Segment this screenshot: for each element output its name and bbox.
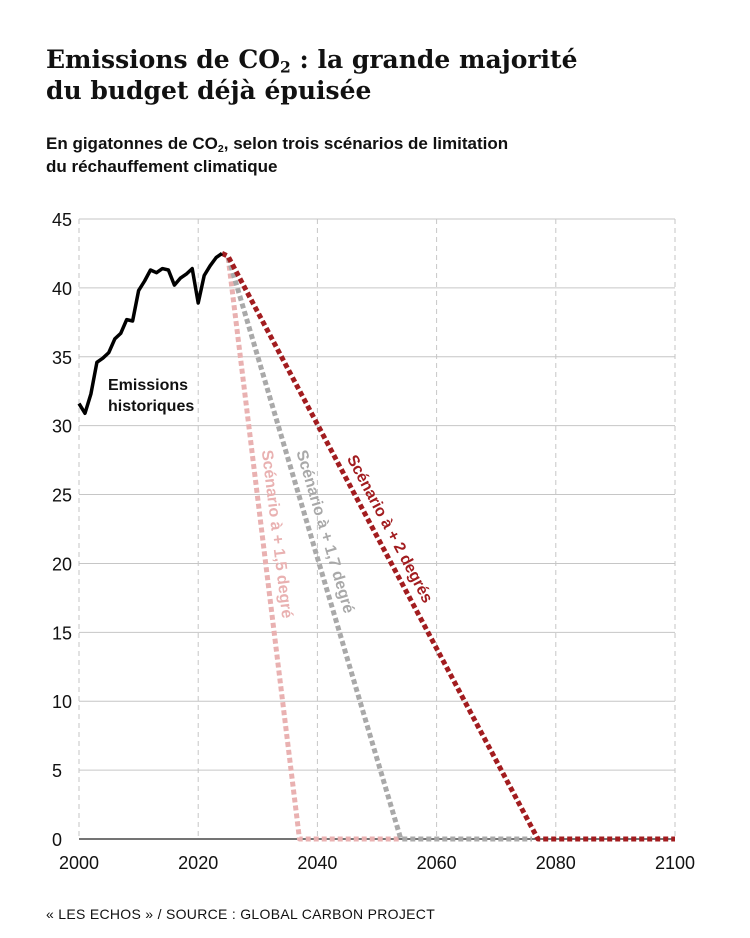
chart-subtitle-line-1: En gigatonnes de CO2, selon trois scénar… bbox=[46, 134, 509, 156]
x-tick-label: 2060 bbox=[417, 853, 457, 873]
y-tick-label: 0 bbox=[52, 830, 62, 850]
x-tick-label: 2020 bbox=[178, 853, 218, 873]
chart-grid bbox=[78, 218, 676, 839]
scenario-label: Scénario à + 1,5 degré bbox=[258, 449, 296, 619]
chart-title-line-2: du budget déjà épuisée bbox=[46, 76, 372, 105]
y-tick-label: 30 bbox=[52, 417, 72, 437]
y-tick-label: 10 bbox=[52, 692, 72, 712]
y-tick-label: 15 bbox=[52, 623, 72, 643]
chart-series bbox=[77, 251, 675, 842]
chart-title: Emissions de CO2 : la grande majorité du… bbox=[46, 44, 706, 106]
y-tick-label: 25 bbox=[52, 486, 72, 506]
historical-label: Emissions historiques bbox=[108, 377, 194, 415]
scenario-line-sc-nario-2-degr-s bbox=[220, 251, 675, 842]
chart-subtitle: En gigatonnes de CO2, selon trois scénar… bbox=[46, 132, 706, 178]
scenario-label: Scénario à + 2 degrés bbox=[343, 452, 436, 606]
historical-label-line: Emissions bbox=[108, 377, 188, 394]
y-tick-label: 35 bbox=[52, 348, 72, 368]
x-tick-label: 2100 bbox=[655, 853, 695, 873]
x-tick-label: 2000 bbox=[59, 853, 99, 873]
scenario-line-sc-nario-1-7-degr- bbox=[220, 251, 532, 842]
y-tick-label: 20 bbox=[52, 554, 72, 574]
emissions-chart: 0 5 10 15 20 25 30 35 40 45 2000 2020 2040 2060 2080 21… bbox=[52, 210, 695, 873]
y-tick-label: 5 bbox=[52, 761, 62, 781]
x-tick-label: 2080 bbox=[536, 853, 576, 873]
x-tick-label: 2040 bbox=[297, 853, 337, 873]
y-tick-label: 40 bbox=[52, 279, 72, 299]
chart-axes: 0 5 10 15 20 25 30 35 40 45 2000 2020 2040 2060 2080 21… bbox=[52, 210, 695, 873]
historical-label-line: historiques bbox=[108, 398, 194, 415]
y-tick-label: 45 bbox=[52, 210, 72, 230]
chart-subtitle-line-2: du réchauffement climatique bbox=[46, 157, 278, 176]
historical-emissions-line bbox=[77, 251, 224, 416]
chart-labels: Emissions historiques Scénario à + 1,5 deg… bbox=[108, 377, 436, 619]
chart-title-line-1: Emissions de CO2 : la grande majorité bbox=[46, 45, 578, 77]
source-note: « LES ECHOS » / SOURCE : GLOBAL CARBON P… bbox=[46, 906, 436, 922]
